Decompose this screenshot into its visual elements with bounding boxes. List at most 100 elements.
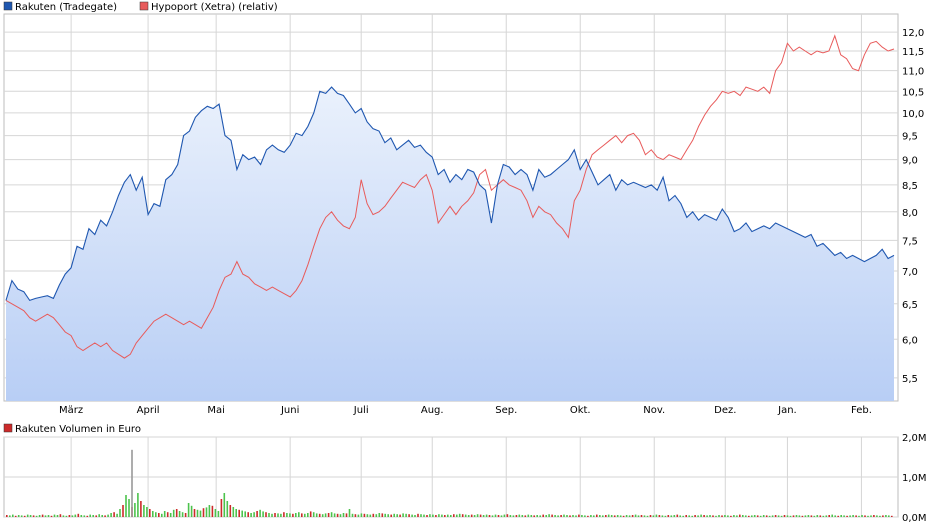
price-y-tick-label: 8,5 [902,181,918,192]
volume-bar [345,513,348,517]
volume-bar [402,513,404,517]
volume-bar [226,501,229,517]
price-y-tick-label: 7,5 [902,236,918,247]
volume-bar [38,515,41,517]
volume-bar [622,515,625,517]
volume-bar [876,515,878,517]
volume-bar [214,509,217,517]
volume-bar [667,515,670,517]
price-x-axis: März April Mai Juni Juli Aug. Sep. Okt. Nov. Dez.… [59,405,872,416]
volume-bar [879,515,881,517]
volume-bar [441,514,443,517]
volume-bar [149,509,151,517]
volume-bar [482,515,485,517]
volume-bar [208,505,211,517]
volume-bar [336,513,339,517]
volume-bar [80,515,83,517]
volume-bar [587,515,589,517]
volume-bar [44,515,47,517]
volume-bar [649,515,652,517]
volume-bar [438,514,440,517]
volume-bar [113,512,115,517]
volume-bar [783,515,786,517]
volume-bar [539,515,541,517]
volume-bar [724,515,726,517]
volume-bar [789,515,792,517]
volume-bar [780,515,783,517]
volume-bar [816,515,819,517]
price-y-tick-label: 10,0 [902,109,924,120]
volume-bar [700,514,702,517]
volume-bar [676,514,679,517]
price-x-tick-label: Feb. [851,405,872,416]
volume-bar [536,515,538,517]
volume-bar [837,515,839,517]
volume-bar [172,509,175,517]
volume-bar [56,515,59,517]
volume-bar [631,515,634,517]
legend-swatch-rakuten [3,1,13,11]
volume-bar [688,515,690,517]
volume-bar [548,514,550,517]
volume-bar [813,515,816,517]
volume-bar [736,515,738,517]
volume-y-tick-label: 2,0M [902,433,927,444]
volume-bar [86,515,89,517]
volume-bar [74,514,77,517]
volume-bar [14,515,17,517]
volume-bar [62,515,65,517]
volume-bar [265,512,267,517]
price-legend: Rakuten (Tradegate) Hypoport (Xetra) (re… [3,1,278,13]
volume-bar [411,514,413,517]
price-y-tick-label: 9,0 [902,156,918,167]
volume-bar [53,514,56,517]
volume-bar [420,514,422,517]
volume-bar [363,513,366,517]
volume-bar [351,513,354,517]
volume-bar [748,515,750,517]
price-y-tick-label: 6,0 [902,335,918,346]
volume-bar [497,515,500,517]
volume-bar [17,515,20,517]
volume-bar [366,514,369,517]
volume-bar [292,513,294,517]
volume-bar [759,515,762,517]
volume-bar [71,515,74,517]
volume-bar [107,514,109,517]
volume-bar [26,514,29,517]
price-y-axis: 5,5 6,0 6,5 7,0 7,5 8,0 8,5 9,0 9,5 10,0 10,5 11,0 1… [902,28,924,385]
legend-label-rakuten: Rakuten (Tradegate) [15,2,117,13]
volume-bar [774,515,777,517]
volume-bar [670,515,673,517]
volume-bar [882,515,884,517]
volume-bar [360,513,363,517]
volume-bar [140,501,142,517]
volume-bar [521,515,524,517]
volume-bar [262,511,264,517]
volume-bar [694,515,696,517]
volume-bar [685,515,687,517]
volume-bar [652,515,655,517]
volume-bar [640,515,643,517]
price-y-tick-label: 11,0 [902,67,924,78]
volume-bar [211,505,214,517]
volume-bar [166,512,169,517]
volume-bar [730,515,732,517]
volume-bar [494,514,497,517]
hypoport-line [5,34,895,359]
volume-bar [888,515,890,517]
volume-bar [753,515,756,517]
volume-bar [280,513,282,517]
volume-bar [584,515,586,517]
volume-bar [23,515,26,517]
volume-bar [566,515,568,517]
volume-bar [92,515,94,517]
volume-bar [491,515,494,517]
volume-bar [309,511,312,517]
volume-bar [825,515,828,517]
volume-bar [634,514,637,517]
volume-bar [709,515,711,517]
volume-bar [315,513,318,517]
price-x-tick-label: Juni [280,405,299,416]
volume-bar [679,515,681,517]
